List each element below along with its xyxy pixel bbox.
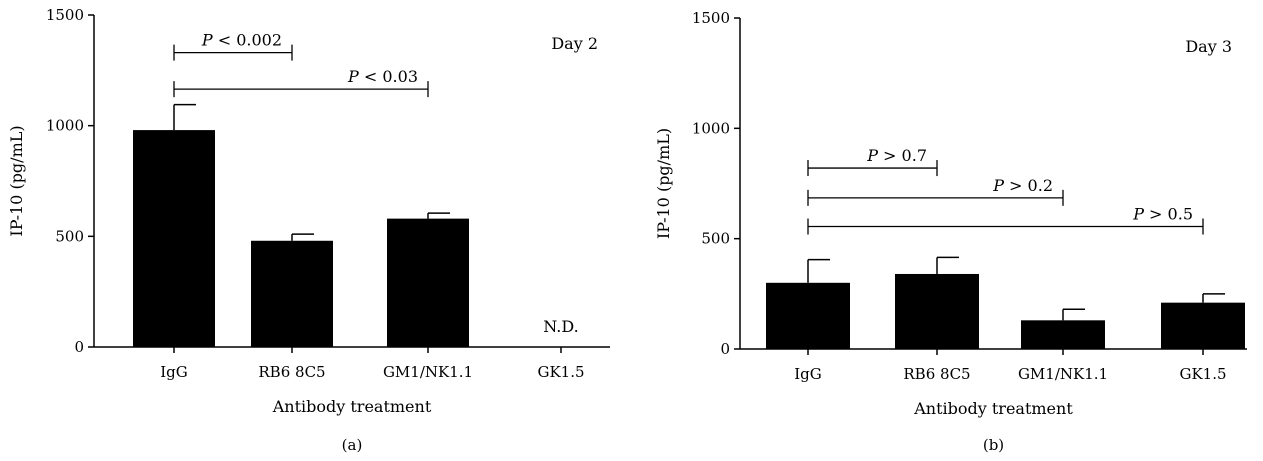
x-tick-label: IgG [160,363,188,381]
y-axis-label: IP-10 (pg/mL) [654,128,673,239]
chart-panel-a: 0 500 1000 1500 IgG RB6 8C5 GM1/NK1.1 GK1.5 N.D.… [7,6,610,454]
y-tick-label: 0 [74,338,84,356]
p-value-label: P > 0.5 [1132,205,1193,224]
bar-note: N.D. [543,317,578,336]
y-tick-label: 1000 [46,117,84,135]
x-tick-label: GK1.5 [1179,365,1226,383]
y-tick-label: 500 [701,230,730,248]
x-tick-label: IgG [794,365,822,383]
y-tick-label: 1000 [692,119,730,137]
p-value-label: P < 0.002 [201,31,282,50]
y-tick-label: 500 [55,227,84,245]
x-tick-label: GM1/NK1.1 [383,363,473,381]
x-axis-label: Antibody treatment [272,397,432,416]
p-value-label: P > 0.2 [992,176,1053,195]
bar [1021,320,1105,349]
y-tick-label: 1500 [46,6,84,24]
y-axis-label: IP-10 (pg/mL) [7,125,26,236]
day-label: Day 2 [551,34,598,53]
bar [1161,302,1245,349]
p-value-label: P < 0.03 [347,67,418,86]
bar [251,240,333,347]
panel-label: (a) [342,436,363,454]
y-tick-label: 1500 [692,9,730,27]
bar [895,273,979,349]
day-label: Day 3 [1185,37,1232,56]
x-tick-label: RB6 8C5 [258,363,325,381]
chart-panel-b: 0 500 1000 1500 IgG RB6 8C5 GM1/NK1.1 GK1.5 P > … [654,9,1247,454]
bar [387,218,469,347]
x-tick-label: GK1.5 [537,363,584,381]
x-tick-label: GM1/NK1.1 [1018,365,1108,383]
panel-label: (b) [983,436,1004,454]
x-axis-label: Antibody treatment [913,399,1073,418]
bar [766,282,850,349]
bar [133,130,215,347]
x-tick-label: RB6 8C5 [903,365,970,383]
y-tick-label: 0 [720,340,730,358]
p-value-label: P > 0.7 [866,146,927,165]
